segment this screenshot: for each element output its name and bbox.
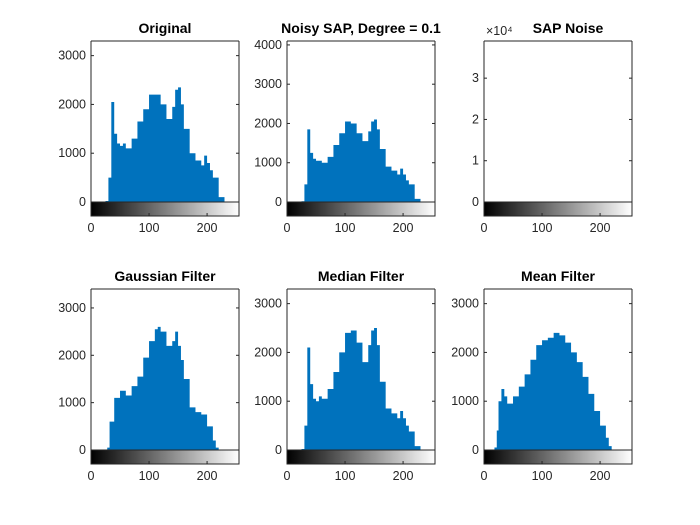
histogram-panel: 0 1000 2000 3000 0 100 200 Gaussian Filter	[58, 268, 240, 483]
y-tick-label: 3000	[58, 301, 86, 315]
histogram-bars	[287, 119, 435, 202]
x-tick-label: 0	[88, 469, 95, 483]
y-tick-label: 0	[472, 195, 479, 209]
y-tick-label: 0	[79, 195, 86, 209]
y-tick-label: 0	[472, 443, 479, 457]
panel-title: Median Filter	[318, 268, 405, 284]
y-tick-label: 1000	[58, 146, 86, 160]
x-tick-label: 0	[284, 221, 291, 235]
grayscale-colorbar	[286, 449, 436, 465]
y-tick-label: 1000	[254, 394, 282, 408]
panel-title: Mean Filter	[521, 268, 595, 284]
x-tick-label: 100	[335, 469, 356, 483]
x-tick-label: 200	[393, 221, 414, 235]
y-tick-label: 2	[472, 112, 479, 126]
y-exponent-label: ×10⁴	[486, 24, 513, 38]
y-tick-label: 2000	[58, 348, 86, 362]
y-tick-label: 3000	[254, 297, 282, 311]
panel-title: Gaussian Filter	[114, 268, 216, 284]
y-tick-label: 0	[79, 443, 86, 457]
panel-title: SAP Noise	[533, 20, 604, 36]
histogram-panel: 0 1000 2000 3000 4000 0 100 200 Noisy SAP, Degre…	[254, 20, 441, 235]
x-tick-label: 200	[590, 221, 611, 235]
y-tick-label: 0	[275, 443, 282, 457]
y-tick-label: 3	[472, 71, 479, 85]
histogram-bars	[91, 87, 239, 202]
x-tick-label: 100	[335, 221, 356, 235]
x-tick-label: 200	[197, 221, 218, 235]
grayscale-colorbar	[483, 449, 633, 465]
histogram-panel: 0 1 2 3 ×10⁴ 0 100 200 SAP Noise	[472, 20, 633, 235]
grayscale-colorbar	[90, 201, 240, 217]
x-tick-label: 0	[284, 469, 291, 483]
y-tick-label: 1000	[451, 394, 479, 408]
x-tick-label: 0	[481, 469, 488, 483]
x-tick-label: 100	[139, 469, 160, 483]
x-tick-label: 100	[139, 221, 160, 235]
y-tick-label: 2000	[254, 116, 282, 130]
grayscale-colorbar	[286, 201, 436, 217]
y-tick-label: 1	[472, 154, 479, 168]
y-tick-label: 3000	[58, 49, 86, 63]
y-tick-label: 3000	[451, 297, 479, 311]
panel-title: Noisy SAP, Degree = 0.1	[281, 20, 441, 36]
y-tick-label: 4000	[254, 38, 282, 52]
y-tick-label: 1000	[58, 396, 86, 410]
y-tick-label: 0	[275, 195, 282, 209]
histogram-panel: 0 1000 2000 3000 0 100 200 Mean Filter	[451, 268, 633, 483]
histogram-panel: 0 1000 2000 3000 0 100 200 Median Filter	[254, 268, 436, 483]
x-tick-label: 200	[393, 469, 414, 483]
x-tick-label: 200	[590, 469, 611, 483]
y-tick-label: 2000	[451, 345, 479, 359]
panel-title: Original	[139, 20, 192, 36]
histogram-panel: 0 1000 2000 3000 0 100 200 Original	[58, 20, 240, 235]
y-tick-label: 3000	[254, 77, 282, 91]
y-tick-label: 2000	[254, 345, 282, 359]
x-tick-label: 0	[481, 221, 488, 235]
histogram-bars	[287, 328, 435, 450]
histogram-bars	[484, 332, 632, 450]
y-tick-label: 1000	[254, 156, 282, 170]
x-tick-label: 200	[197, 469, 218, 483]
x-tick-label: 100	[532, 469, 553, 483]
grayscale-colorbar	[483, 201, 633, 217]
grayscale-colorbar	[90, 449, 240, 465]
x-tick-label: 100	[532, 221, 553, 235]
x-tick-label: 0	[88, 221, 95, 235]
y-tick-label: 2000	[58, 97, 86, 111]
histogram-bars	[91, 326, 239, 450]
